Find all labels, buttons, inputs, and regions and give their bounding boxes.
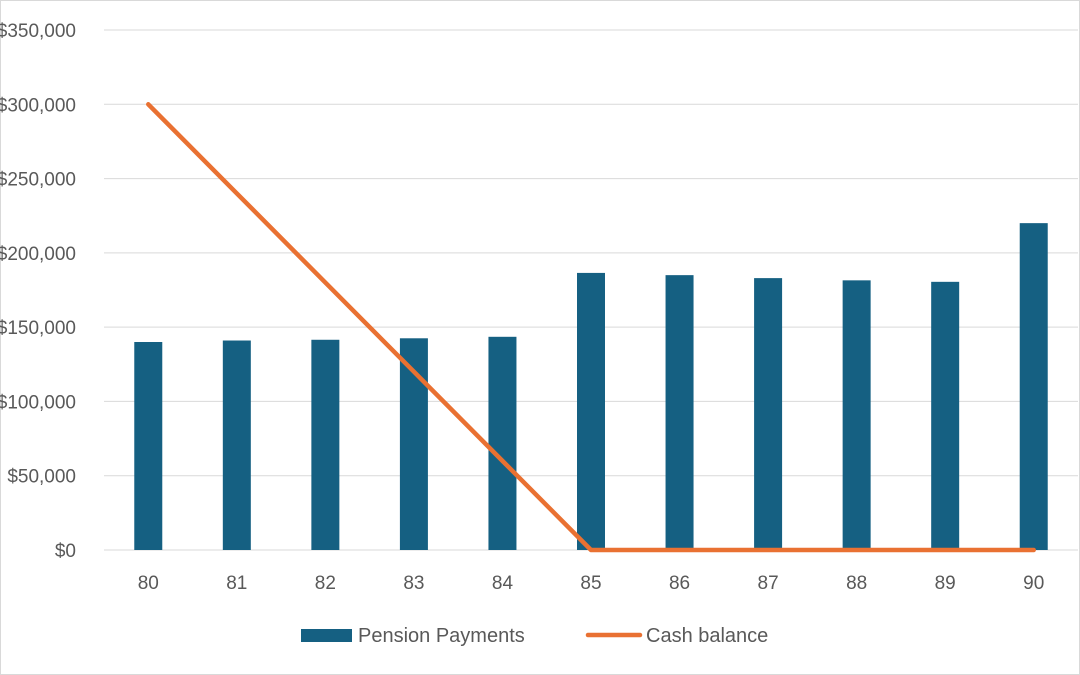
bar-pension-84: [488, 336, 517, 550]
x-tick-label: 84: [492, 573, 514, 594]
x-tick-label: 82: [315, 573, 336, 594]
cash-balance-line: [146, 102, 1036, 553]
bar-pension-85: [577, 272, 605, 550]
bar-pension-81: [222, 340, 251, 550]
legend-label-cash-balance: Cash balance: [646, 625, 768, 647]
y-tick-label: $100,000: [0, 392, 76, 413]
x-tick-label: 87: [758, 573, 779, 594]
legend-swatch-pension-payments: [301, 629, 352, 642]
x-tick-label: 90: [1023, 573, 1044, 594]
x-tick-label: 89: [935, 573, 956, 594]
x-tick-label: 88: [846, 573, 867, 594]
y-axis-tick-labels: $0 $50,000 $100,000 $150,000 $200,000 $250,00…: [0, 21, 76, 562]
x-tick-label: 80: [138, 573, 159, 594]
y-tick-label: $200,000: [0, 244, 76, 265]
y-tick-label: $300,000: [0, 95, 76, 116]
bar-pension-88: [842, 280, 871, 550]
bar-pension-87: [754, 278, 783, 550]
pension-payments-bars: [134, 223, 1048, 550]
bar-pension-86: [665, 275, 694, 550]
bar-pension-82: [311, 339, 340, 550]
y-tick-label: $250,000: [0, 170, 76, 191]
cash-balance-line-layer: [146, 102, 1036, 553]
x-tick-label: 86: [669, 573, 690, 594]
bar-pension-90: [1019, 223, 1048, 550]
legend: Pension Payments Cash balance: [301, 625, 768, 647]
y-tick-label: $50,000: [7, 467, 76, 488]
legend-label-pension-payments: Pension Payments: [358, 625, 525, 647]
x-tick-label: 81: [226, 573, 247, 594]
x-tick-label: 83: [403, 573, 424, 594]
x-axis-tick-labels: 80 81 82 83 84 85 86 87 88 89 90: [138, 573, 1045, 594]
y-tick-label: $150,000: [0, 318, 76, 339]
x-tick-label: 85: [580, 573, 601, 594]
y-tick-label: $350,000: [0, 21, 76, 42]
y-tick-label: $0: [55, 541, 76, 562]
bar-pension-89: [931, 281, 960, 550]
bar-pension-80: [134, 342, 163, 550]
